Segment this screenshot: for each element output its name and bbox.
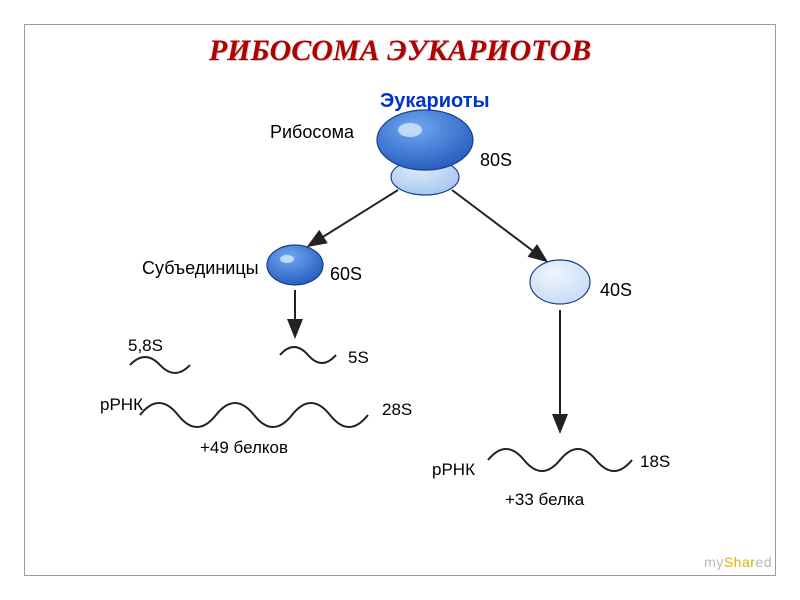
watermark-accent: Shar bbox=[724, 554, 756, 570]
label-5s: 5S bbox=[348, 348, 369, 368]
label-80s: 80S bbox=[480, 150, 512, 171]
label-subunits: Субъединицы bbox=[142, 258, 259, 279]
watermark-post: ed bbox=[755, 554, 772, 570]
label-ribosome: Рибосома bbox=[270, 122, 354, 143]
label-proteins-left: +49 белков bbox=[200, 438, 288, 458]
label-eukaryotes: Эукариоты bbox=[380, 90, 490, 113]
label-proteins-right: +33 белка bbox=[505, 490, 584, 510]
label-rrna-right: рРНК bbox=[432, 460, 475, 480]
label-18s: 18S bbox=[640, 452, 670, 472]
label-60s: 60S bbox=[330, 264, 362, 285]
label-40s: 40S bbox=[600, 280, 632, 301]
arrow-group bbox=[295, 190, 560, 430]
label-28s: 28S bbox=[382, 400, 412, 420]
label-58s: 5,8S bbox=[128, 336, 163, 356]
label-rrna-left: рРНК bbox=[100, 395, 143, 415]
watermark: myShared bbox=[704, 554, 772, 570]
watermark-pre: my bbox=[704, 554, 724, 570]
